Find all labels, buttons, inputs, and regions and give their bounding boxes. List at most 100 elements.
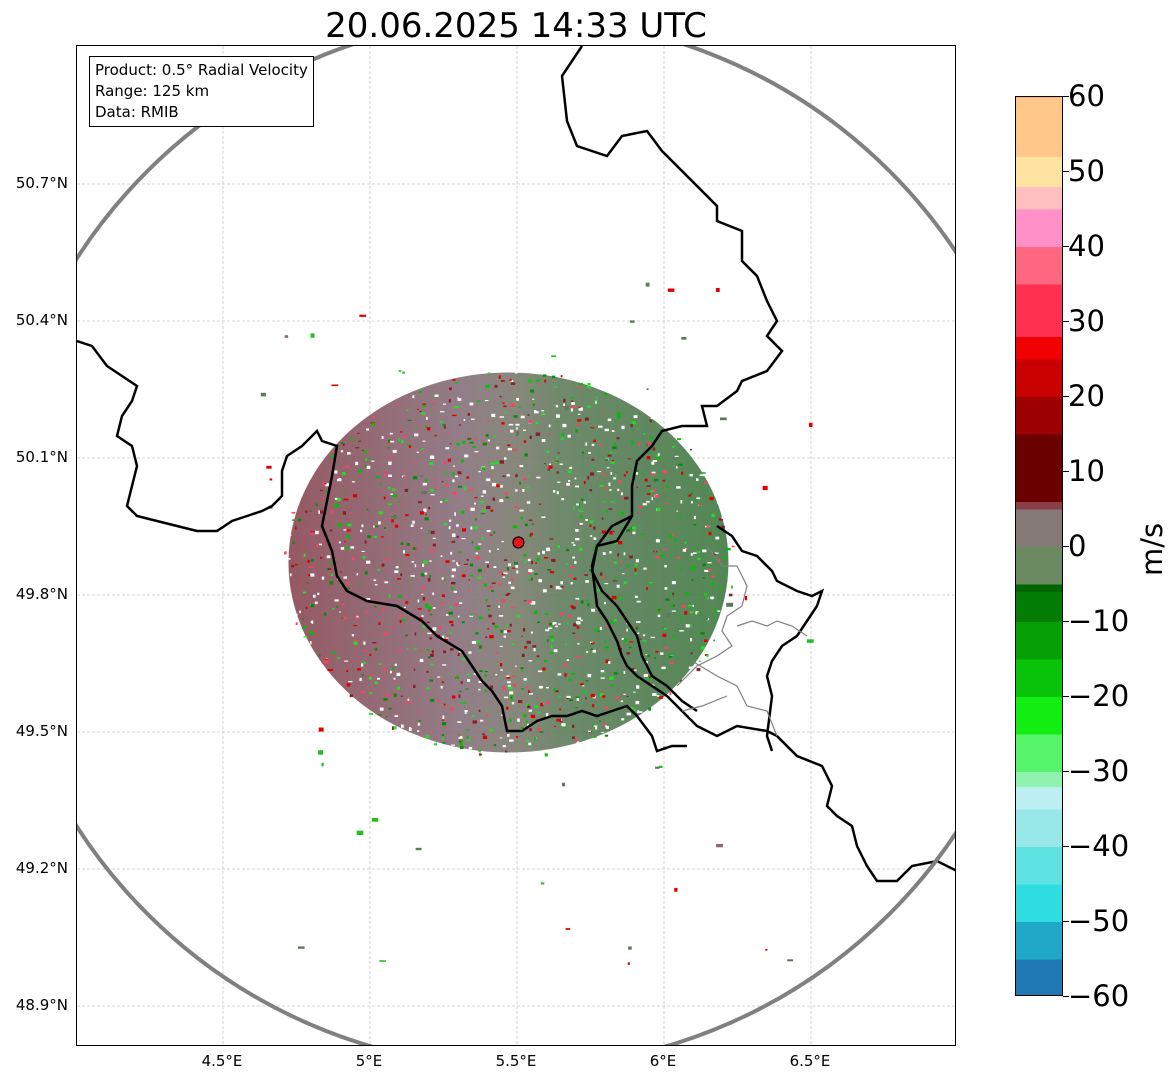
echo-speck [402,476,406,478]
echo-speck [575,485,579,488]
echo-speck [586,405,591,408]
colorbar-segment [1016,509,1062,547]
echo-speck [412,476,418,480]
echo-speck [393,677,396,680]
echo-speck [575,696,580,699]
echo-speck [310,333,315,338]
echo-speck [654,657,657,659]
echo-speck [583,501,586,504]
colorbar-segment [1016,157,1062,187]
echo-speck [544,557,549,559]
echo-speck [388,474,392,477]
echo-speck [623,693,626,695]
echo-speck [523,478,527,481]
echo-speck [574,477,577,480]
echo-speck [693,515,696,520]
echo-speck [337,523,342,527]
echo-speck [618,541,623,545]
echo-speck [577,656,581,659]
echo-speck [441,577,444,580]
echo-speck [664,587,668,590]
echo-speck [571,406,575,409]
echo-speck [576,741,579,744]
echo-speck [443,650,447,654]
echo-speck [581,451,584,454]
echo-speck [731,585,733,589]
echo-speck [485,400,489,402]
echo-speck [518,700,523,704]
echo-speck [523,678,527,681]
echo-speck [502,402,505,404]
echo-speck [492,435,497,438]
echo-speck [481,467,486,470]
echo-speck [675,466,678,469]
echo-speck [415,847,422,851]
echo-speck [524,523,528,527]
echo-speck [385,694,390,697]
colorbar-unit: m/s [1135,522,1169,576]
echo-speck [697,557,701,560]
echo-speck [597,630,600,633]
echo-speck [615,596,619,599]
echo-speck [388,439,391,443]
regional-borders [676,545,808,737]
border-belgium-france [77,339,687,753]
echo-speck [422,625,426,629]
echo-speck [604,640,607,643]
colorbar-tick-mark [1063,771,1069,772]
echo-speck [457,615,460,618]
echo-speck [369,676,372,680]
echo-speck [518,406,521,408]
echo-speck [364,540,367,544]
echo-speck [413,668,416,671]
echo-speck [591,608,596,612]
echo-speck [642,503,647,506]
latitude-tick: 49.2°N [15,859,68,877]
echo-speck [426,687,430,690]
echo-speck [417,408,419,410]
echo-speck [406,542,410,546]
colorbar-tick: −30 [1068,754,1130,788]
echo-speck [593,725,598,727]
echo-speck [679,630,684,632]
echo-speck [574,561,577,564]
echo-speck [301,627,304,630]
echo-speck [510,429,514,433]
radar-site-marker[interactable] [512,536,525,549]
echo-speck [527,558,531,562]
echo-speck [669,662,675,665]
echo-speck [290,565,295,568]
colorbar-tick: −60 [1068,979,1130,1013]
echo-speck [559,463,563,465]
echo-speck [332,607,335,610]
echo-speck [408,546,412,549]
echo-speck [787,959,794,962]
echo-speck [662,479,666,482]
echo-speck [583,481,586,485]
echo-speck [452,472,455,476]
echo-speck [574,739,578,742]
echo-speck [309,631,314,635]
map-canvas[interactable] [77,46,956,1046]
echo-speck [443,403,447,405]
echo-speck [615,576,618,579]
radar-map[interactable] [76,45,956,1046]
echo-speck [349,511,352,514]
echo-speck [487,628,490,630]
echo-speck [450,707,454,711]
echo-speck [443,523,447,526]
echo-speck [605,510,608,513]
echo-speck [334,497,338,500]
echo-speck [364,465,367,467]
echo-speck [549,538,554,540]
echo-speck [510,403,515,407]
longitude-tick: 6.5°E [789,1052,831,1070]
echo-speck [519,482,522,485]
echo-speck [473,673,476,675]
echo-speck [637,638,642,640]
echo-speck [551,638,554,642]
echo-speck [492,497,495,501]
echo-speck [671,610,676,612]
echo-speck [527,475,530,477]
echo-speck [615,541,619,545]
